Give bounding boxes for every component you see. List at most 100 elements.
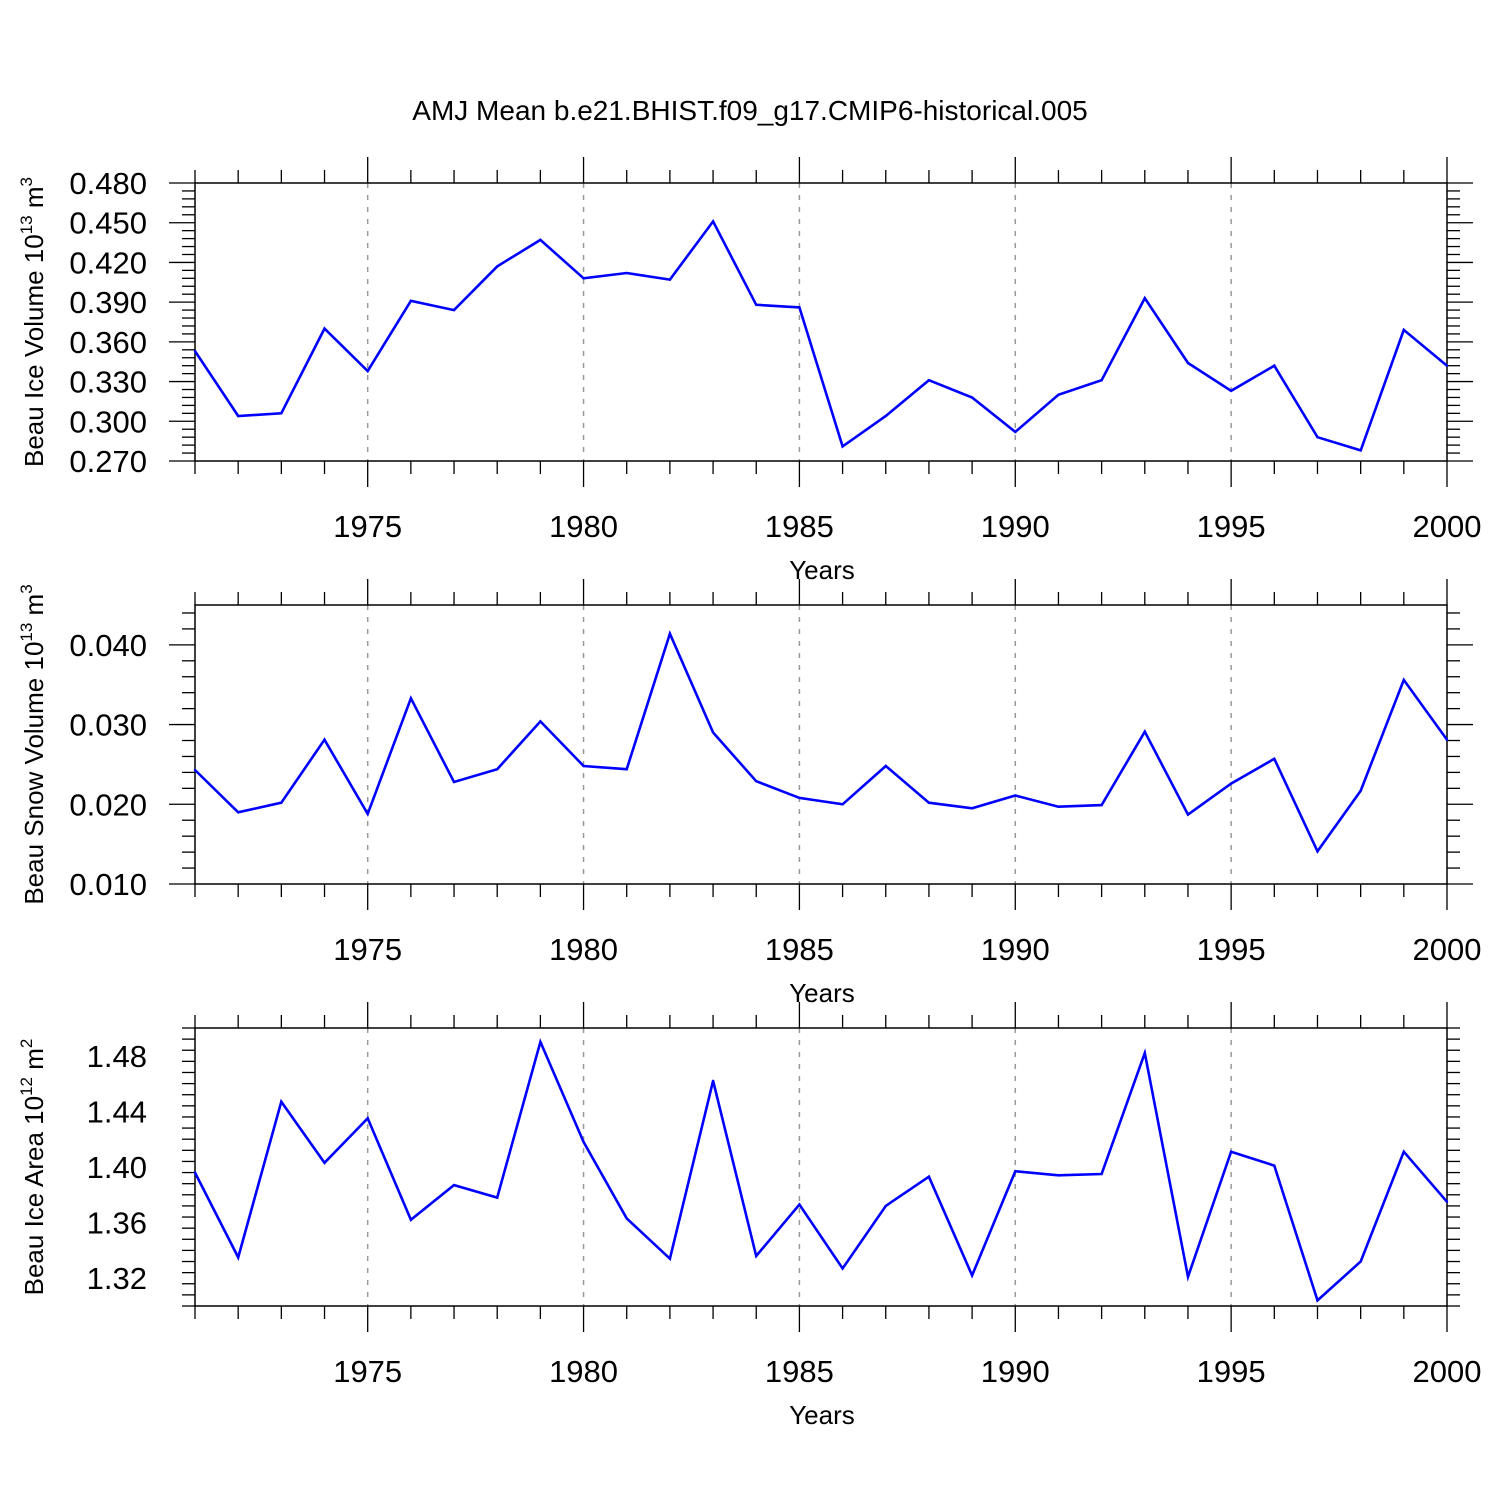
data-point-1978 bbox=[496, 265, 499, 268]
data-point-1982 bbox=[668, 1257, 672, 1260]
data-point-1976 bbox=[409, 299, 413, 303]
data-point-1983 bbox=[711, 731, 715, 734]
data-point-1972 bbox=[236, 1256, 240, 1259]
data-point-1982 bbox=[668, 632, 672, 635]
chart-title: AMJ Mean b.e21.BHIST.f09_g17.CMIP6-histo… bbox=[412, 95, 1087, 126]
data-point-1976 bbox=[409, 1218, 413, 1222]
y-axis-label-ylabel-unit-exp: 3 bbox=[17, 177, 36, 186]
data-point-1980 bbox=[582, 764, 585, 768]
data-point-1992 bbox=[1100, 1172, 1103, 1176]
data-point-1976 bbox=[409, 697, 413, 700]
series-line bbox=[194, 630, 1449, 854]
y-axis-label-ylabel-main: Beau Snow Volume 10 bbox=[19, 642, 49, 905]
data-point-1999 bbox=[1402, 678, 1406, 682]
data-point-1986 bbox=[841, 803, 844, 806]
data-point-1986 bbox=[841, 1267, 844, 1270]
x-tick-label: 1985 bbox=[765, 932, 834, 967]
y-axis-label-ylabel-unit: m bbox=[19, 594, 49, 623]
data-point-1974 bbox=[323, 1161, 326, 1165]
x-tick-label: 2000 bbox=[1413, 932, 1482, 967]
data-point-1984 bbox=[755, 779, 758, 783]
y-axis-label-ylabel-unit-exp: 3 bbox=[17, 584, 36, 593]
data-point-1983 bbox=[711, 1079, 715, 1083]
y-tick-label: 0.030 bbox=[69, 708, 147, 743]
data-point-1973 bbox=[280, 801, 283, 804]
data-point-1997 bbox=[1316, 1299, 1319, 1302]
data-point-1998 bbox=[1359, 449, 1362, 452]
y-tick-label: 1.48 bbox=[87, 1039, 147, 1074]
x-tick-label: 1995 bbox=[1197, 1354, 1266, 1389]
data-point-1997 bbox=[1316, 850, 1319, 853]
y-tick-label: 1.36 bbox=[87, 1206, 147, 1241]
data-point-1971 bbox=[193, 768, 197, 772]
data-point-1999 bbox=[1402, 328, 1406, 332]
y-axis-label: Beau Ice Volume 1013 m3 bbox=[17, 177, 49, 467]
data-point-2000 bbox=[1445, 1200, 1449, 1203]
data-point-1991 bbox=[1057, 1174, 1060, 1177]
data-point-1995 bbox=[1229, 1150, 1233, 1153]
data-point-1978 bbox=[496, 1196, 499, 1199]
data-point-1996 bbox=[1273, 364, 1276, 367]
y-tick-label: 0.360 bbox=[69, 325, 147, 360]
y-axis-label: Beau Ice Area 1012 m2 bbox=[17, 1039, 49, 1296]
panel-3: 1.32 1.36 1.40 1.44 1.48 1975 1980 1985 1990 1995… bbox=[17, 1002, 1481, 1430]
data-point-1994 bbox=[1186, 361, 1190, 365]
data-point-1973 bbox=[280, 412, 283, 415]
data-point-1977 bbox=[452, 1183, 456, 1187]
data-point-1971 bbox=[193, 1171, 197, 1174]
y-axis-label-ylabel-unit: m bbox=[19, 1048, 49, 1077]
y-axis-label-ylabel-unit-exp: 2 bbox=[17, 1039, 36, 1048]
data-point-1989 bbox=[970, 396, 974, 399]
data-point-1998 bbox=[1359, 789, 1362, 792]
data-point-1975 bbox=[366, 812, 369, 816]
data-point-1990 bbox=[1014, 430, 1017, 434]
series-line bbox=[193, 1038, 1448, 1303]
data-point-1979 bbox=[539, 1040, 542, 1044]
plot-frame bbox=[194, 182, 1448, 462]
x-axis-label: Years bbox=[789, 978, 855, 1008]
y-tick-label: 0.010 bbox=[69, 867, 147, 902]
data-point-1998 bbox=[1359, 1260, 1362, 1263]
x-tick-label: 1995 bbox=[1197, 932, 1266, 967]
data-point-1989 bbox=[970, 1274, 974, 1277]
data-point-1999 bbox=[1402, 1150, 1406, 1153]
data-point-1993 bbox=[1143, 730, 1146, 733]
plot-frame bbox=[194, 1027, 1448, 1307]
data-point-1980 bbox=[582, 277, 585, 280]
data-point-1979 bbox=[539, 720, 542, 723]
data-point-1985 bbox=[798, 306, 801, 309]
data-point-1980 bbox=[582, 1140, 585, 1144]
data-point-1977 bbox=[452, 780, 456, 784]
y-tick-label: 0.270 bbox=[69, 444, 147, 479]
data-point-1987 bbox=[884, 764, 887, 768]
x-axis-label: Years bbox=[789, 1400, 855, 1430]
x-tick-label: 1995 bbox=[1197, 509, 1266, 544]
x-tick-label: 1990 bbox=[981, 509, 1050, 544]
data-point-1985 bbox=[798, 1203, 801, 1206]
data-point-1984 bbox=[755, 303, 758, 306]
y-axis-label-ylabel-exp: 13 bbox=[17, 215, 36, 234]
data-point-1981 bbox=[625, 271, 628, 275]
x-tick-label: 1990 bbox=[981, 932, 1050, 967]
y-tick-label: 0.450 bbox=[69, 206, 147, 241]
data-point-1983 bbox=[711, 220, 715, 223]
data-point-1995 bbox=[1229, 389, 1233, 393]
data-point-1972 bbox=[236, 811, 240, 814]
data-point-1975 bbox=[366, 369, 369, 373]
data-point-1991 bbox=[1057, 393, 1060, 397]
y-axis-label-ylabel-exp: 12 bbox=[17, 1077, 36, 1096]
x-tick-label: 1975 bbox=[333, 509, 402, 544]
data-point-1988 bbox=[927, 801, 931, 804]
data-point-1988 bbox=[927, 379, 931, 382]
y-tick-label: 0.420 bbox=[69, 245, 147, 280]
y-tick-label: 1.44 bbox=[87, 1094, 147, 1129]
data-point-1997 bbox=[1316, 435, 1319, 439]
panel-2: 0.010 0.020 0.030 0.040 1975 1980 1985 1990 1995… bbox=[17, 579, 1481, 1008]
panel-1: 0.270 0.300 0.330 0.360 0.390 0.420 0.450 0.480… bbox=[17, 157, 1481, 585]
x-tick-label: 1985 bbox=[765, 509, 834, 544]
x-tick-label: 1985 bbox=[765, 1354, 834, 1389]
x-tick-label: 1980 bbox=[549, 509, 618, 544]
data-point-1993 bbox=[1143, 1051, 1146, 1055]
data-point-1996 bbox=[1273, 757, 1276, 761]
data-point-1987 bbox=[884, 414, 887, 418]
